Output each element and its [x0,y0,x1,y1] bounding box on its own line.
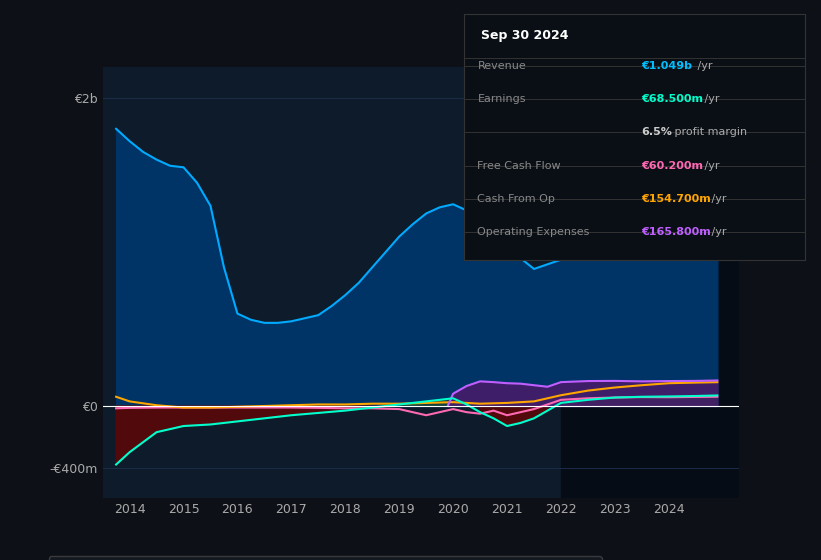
Text: Earnings: Earnings [478,94,526,104]
Text: Cash From Op: Cash From Op [478,194,555,204]
Text: Free Cash Flow: Free Cash Flow [478,161,561,171]
Text: /yr: /yr [709,227,727,237]
Text: €68.500m: €68.500m [641,94,703,104]
Text: /yr: /yr [701,161,719,171]
Text: Sep 30 2024: Sep 30 2024 [481,29,568,42]
Text: Operating Expenses: Operating Expenses [478,227,589,237]
Text: /yr: /yr [694,61,712,71]
Text: €154.700m: €154.700m [641,194,711,204]
Bar [561,67,739,498]
Text: Revenue: Revenue [478,61,526,71]
Text: €1.049b: €1.049b [641,61,692,71]
Text: €165.800m: €165.800m [641,227,711,237]
Text: /yr: /yr [701,94,719,104]
Text: €60.200m: €60.200m [641,161,703,171]
Text: profit margin: profit margin [671,127,747,137]
Legend: Revenue, Earnings, Free Cash Flow, Cash From Op, Operating Expenses: Revenue, Earnings, Free Cash Flow, Cash … [49,557,602,560]
Text: 6.5%: 6.5% [641,127,672,137]
Text: /yr: /yr [709,194,727,204]
